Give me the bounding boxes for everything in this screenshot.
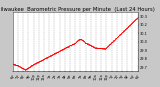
Title: Milwaukee  Barometric Pressure per Minute  (Last 24 Hours): Milwaukee Barometric Pressure per Minute… xyxy=(0,7,155,12)
